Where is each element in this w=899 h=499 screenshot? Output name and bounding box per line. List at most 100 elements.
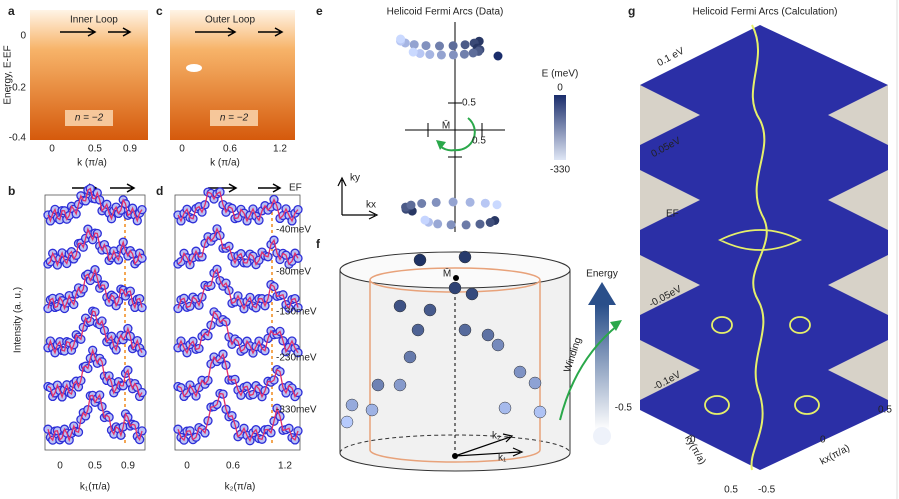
annotation-box	[65, 110, 113, 126]
arrow-head	[610, 320, 622, 331]
spectra	[173, 187, 303, 446]
data-dot	[533, 405, 547, 419]
x-axis-label: k₁(π/a)	[80, 482, 110, 493]
data-dot	[413, 253, 427, 267]
x-tick-label: 0	[184, 461, 190, 472]
data-dot	[498, 401, 512, 415]
data-dot	[465, 287, 479, 301]
data-dot	[417, 199, 427, 208]
energy-label: EF	[666, 209, 679, 220]
origin	[452, 453, 458, 459]
arrows	[72, 183, 136, 193]
data-dot	[365, 403, 379, 417]
data-dot	[491, 338, 505, 352]
data-dot	[420, 215, 430, 225]
x-tick-label: 0.5	[88, 461, 102, 472]
arrows	[195, 27, 284, 37]
annotation: n = −2	[220, 113, 249, 124]
data-dot	[480, 198, 490, 208]
fit-curve	[47, 267, 143, 311]
energy-label: -230meV	[276, 353, 317, 364]
y-tick-label: -0.4	[9, 133, 27, 144]
energy-label: -80meV	[276, 267, 311, 278]
data-dot	[528, 376, 542, 390]
cut-face	[640, 85, 700, 145]
energy-label: -330meV	[276, 405, 317, 416]
fit-curve	[177, 310, 299, 355]
fit-curve	[47, 393, 143, 443]
panel-title: Inner Loop	[70, 15, 118, 26]
cut-face	[640, 340, 700, 400]
cut-face	[828, 255, 888, 315]
energy-label: -130meV	[276, 307, 317, 318]
data-dot	[475, 219, 485, 229]
panel-label: f	[316, 237, 321, 251]
data-dot	[493, 51, 503, 61]
fit-curve	[177, 191, 299, 223]
inner-cylinder	[369, 280, 541, 463]
data-dot	[446, 220, 456, 230]
energy-base	[593, 427, 611, 445]
data-dot	[433, 219, 443, 229]
data-dot	[431, 197, 441, 207]
kx-tick: 0.5	[878, 405, 892, 416]
colorbar-title: E (meV)	[542, 69, 579, 80]
data-dot	[513, 365, 527, 379]
data-dots	[340, 250, 547, 429]
data-dot	[396, 34, 406, 44]
data-dot	[421, 41, 431, 51]
data-dot	[345, 398, 359, 412]
x-tick-label: 0	[179, 144, 185, 155]
kx-label: kx(π/a)	[818, 443, 851, 468]
data-dot	[415, 49, 425, 58]
colorbar-label: -330	[550, 165, 570, 176]
panel-label: c	[156, 4, 163, 18]
arrow-head	[436, 140, 446, 150]
panel-label: g	[628, 4, 635, 18]
axes-frame	[174, 194, 301, 451]
data-dot	[371, 378, 385, 392]
y-axis-label: Intensity (a. u.)	[13, 287, 24, 353]
winding-arrow	[559, 324, 619, 421]
data-dots	[396, 34, 503, 230]
fit-curve	[177, 267, 299, 311]
k1-label: k₁	[498, 453, 507, 464]
data-dot	[448, 50, 458, 60]
arc-loops	[704, 229, 820, 415]
cut-face	[828, 340, 888, 400]
data-dot	[423, 303, 437, 317]
k2-label: k₂	[492, 431, 501, 442]
center-label: M̄	[443, 267, 451, 280]
data-dot	[481, 328, 495, 342]
fit-curve	[47, 227, 143, 267]
data-dot	[425, 50, 435, 59]
axes-arrows	[337, 176, 379, 220]
data-dot	[393, 299, 407, 313]
cut-face	[640, 255, 700, 315]
data-dot	[458, 323, 472, 337]
spectra	[43, 183, 147, 445]
cut-face	[640, 170, 700, 230]
panel-title: Outer Loop	[205, 15, 255, 26]
panel-label: d	[156, 184, 163, 198]
fit-curve	[177, 352, 299, 399]
kx-tick: -0.5	[758, 485, 776, 496]
data-dot	[459, 49, 469, 59]
panel-label: a	[8, 4, 15, 18]
x-axis-label: k₂(π/a)	[225, 482, 256, 493]
fit-curve	[177, 227, 299, 267]
cut-face	[828, 85, 888, 145]
annotation-box	[210, 110, 258, 126]
cylinder-bottom	[339, 434, 571, 454]
data-dot	[406, 200, 416, 210]
x-axis-label: k (π/a)	[77, 158, 107, 169]
annotation: n = −2	[75, 113, 104, 124]
data-dot	[340, 415, 354, 429]
fit-curve	[47, 310, 143, 355]
data-dot	[435, 41, 444, 51]
colorbar	[554, 95, 566, 160]
data-dot	[409, 40, 419, 50]
y-axis-label: Energy, E-EF	[3, 45, 14, 104]
data-dot	[448, 281, 462, 295]
